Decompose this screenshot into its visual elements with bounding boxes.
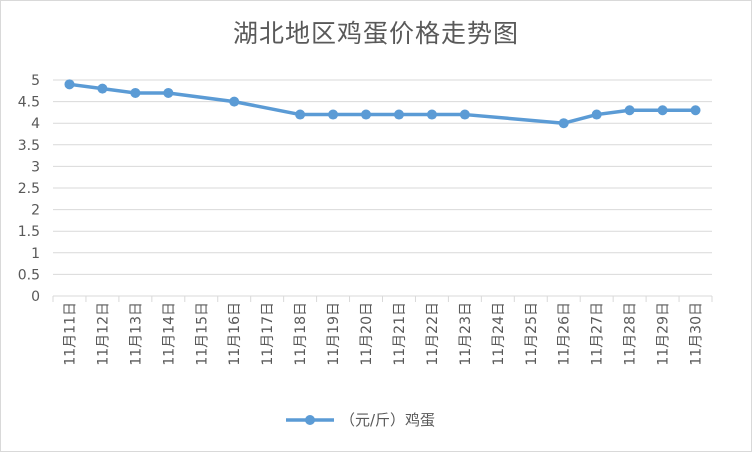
x-tick-label: 11月19日 <box>326 302 342 366</box>
y-tick-label: 3.5 <box>18 138 40 154</box>
y-tick-label: 3 <box>31 159 40 175</box>
y-tick-label: 0 <box>31 289 40 305</box>
legend-label: （元/斤）鸡蛋 <box>340 411 435 429</box>
data-point <box>657 105 668 116</box>
x-tick-label: 11月22日 <box>425 302 441 366</box>
y-tick-label: 5 <box>31 73 40 89</box>
axis-layer: 0 0.5 1 1.5 2 2.5 3 3.5 4 4.5 5 11月11日 11月12日 11月13日 1… <box>18 73 713 366</box>
data-point <box>328 109 339 120</box>
data-point <box>459 109 470 120</box>
x-tick-label: 11月16日 <box>227 302 243 366</box>
grid-layer <box>53 79 712 275</box>
data-point <box>64 79 75 90</box>
data-point <box>426 109 437 120</box>
x-tick-label: 11月21日 <box>392 302 408 366</box>
x-tick-label: 11月15日 <box>194 302 210 366</box>
data-point <box>690 105 701 116</box>
x-tick-label: 11月20日 <box>359 302 375 366</box>
x-tick-label: 11月28日 <box>623 302 639 366</box>
x-tick-label: 11月23日 <box>458 302 474 366</box>
data-point <box>558 118 569 129</box>
data-point <box>97 83 108 94</box>
y-tick-label: 1.5 <box>18 224 40 240</box>
y-tick-label: 2.5 <box>18 181 40 197</box>
x-tick-label: 11月29日 <box>656 302 672 366</box>
chart-title: 湖北地区鸡蛋价格走势图 <box>232 19 519 48</box>
x-tick-label: 11月18日 <box>293 302 309 366</box>
series-line <box>69 82 696 125</box>
x-tick-label: 11月13日 <box>128 302 144 366</box>
x-tick-label: 11月11日 <box>62 302 78 366</box>
legend: （元/斤）鸡蛋 <box>286 411 435 429</box>
y-tick-label: 4.5 <box>18 95 40 111</box>
y-tick-label: 0.5 <box>18 267 40 283</box>
y-tick-label: 4 <box>31 116 40 132</box>
y-tick-label: 1 <box>31 246 40 262</box>
data-point <box>295 109 306 120</box>
series-layer <box>64 79 701 129</box>
x-tick-label: 11月25日 <box>524 302 540 366</box>
x-tick-label: 11月14日 <box>161 302 177 366</box>
x-tick-label: 11月24日 <box>491 302 507 366</box>
legend-marker-swatch <box>305 415 315 425</box>
data-point <box>361 109 372 120</box>
y-tick-label: 2 <box>31 203 40 219</box>
data-point <box>163 87 174 98</box>
data-point <box>229 96 240 107</box>
x-tick-label: 11月30日 <box>689 302 705 366</box>
x-tick-label: 11月26日 <box>557 302 573 366</box>
x-tick-label: 11月17日 <box>260 302 276 366</box>
data-point <box>624 105 635 116</box>
data-point <box>591 109 602 120</box>
data-point <box>130 87 141 98</box>
x-tick-label: 11月27日 <box>590 302 606 366</box>
x-tick-label: 11月12日 <box>95 302 111 366</box>
data-point <box>393 109 404 120</box>
